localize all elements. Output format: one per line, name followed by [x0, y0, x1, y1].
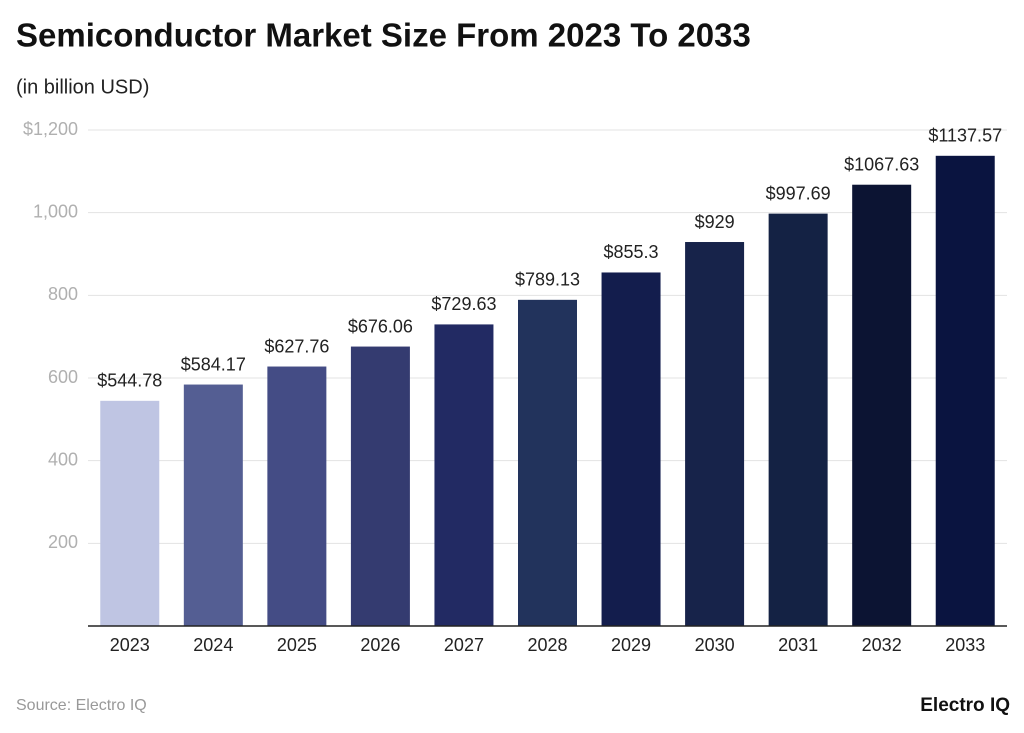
y-tick-label: 600	[48, 367, 78, 387]
y-tick-label: 200	[48, 532, 78, 552]
x-tick-label: 2025	[277, 635, 317, 655]
value-label: $929	[695, 212, 735, 232]
x-tick-label: 2024	[193, 635, 233, 655]
bar	[685, 242, 745, 626]
value-label: $584.17	[181, 354, 246, 374]
source: Source: Electro IQ	[16, 697, 147, 714]
x-tick-label: 2032	[862, 635, 902, 655]
chart-subtitle: (in billion USD)	[16, 76, 149, 98]
y-tick-label: 400	[48, 449, 78, 469]
value-label: $997.69	[766, 183, 831, 203]
logo: Electro IQ	[920, 695, 1010, 716]
bar	[267, 366, 327, 626]
x-tick-label: 2028	[527, 635, 567, 655]
y-tick-label: $1,200	[23, 119, 78, 139]
x-tick-label: 2030	[695, 635, 735, 655]
chart-title: Semiconductor Market Size From 2023 To 2…	[16, 17, 751, 54]
bar	[601, 272, 661, 626]
bar	[518, 299, 577, 626]
y-tick-label: 1,000	[33, 201, 78, 221]
x-tick-label: 2027	[444, 635, 484, 655]
bar	[768, 213, 828, 626]
bar	[350, 346, 410, 626]
x-tick-label: 2033	[945, 635, 985, 655]
value-label: $627.76	[264, 336, 329, 356]
bar	[100, 400, 160, 626]
bar	[434, 324, 494, 626]
x-tick-label: 2031	[778, 635, 818, 655]
y-tick-label: 800	[48, 284, 78, 304]
value-label: $789.13	[515, 270, 580, 290]
bar	[852, 184, 912, 626]
value-label: $1067.63	[844, 154, 919, 174]
bar	[183, 384, 243, 626]
value-label: $855.3	[604, 242, 659, 262]
bar	[935, 155, 995, 627]
x-tick-label: 2029	[611, 635, 651, 655]
value-label: $1137.57	[928, 126, 1002, 146]
value-label: $544.78	[97, 371, 162, 391]
value-label: $729.63	[431, 294, 496, 314]
value-label: $676.06	[348, 316, 413, 336]
x-tick-label: 2023	[110, 635, 150, 655]
x-tick-label: 2026	[360, 635, 400, 655]
